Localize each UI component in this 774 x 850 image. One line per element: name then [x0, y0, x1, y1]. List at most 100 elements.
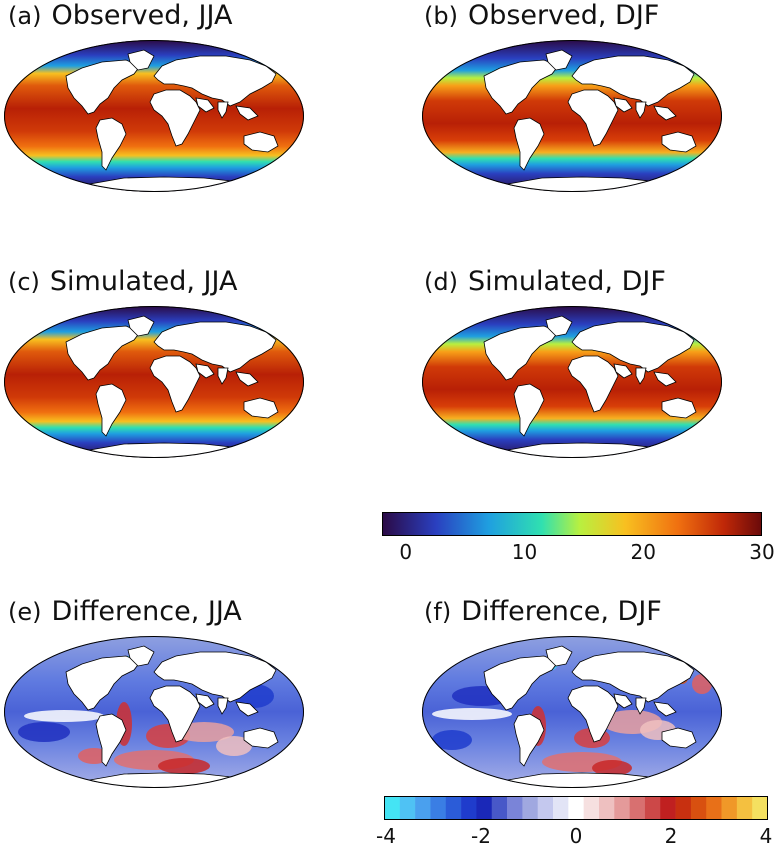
panel-title-text: Difference, DJF [461, 596, 662, 627]
diff-colorbar-segment [629, 796, 646, 820]
diff-colorbar-segment [491, 796, 508, 820]
diff-colorbar-border [384, 796, 768, 820]
land-north-america [65, 325, 141, 381]
land-greenland [545, 645, 573, 667]
diff-colorbar-segment [752, 796, 768, 820]
land-greenland [127, 645, 155, 667]
panel-title-text: Observed, DJF [467, 0, 660, 31]
diff-colorbar-segment [399, 796, 416, 820]
diff-colorbar-segment [598, 796, 615, 820]
panel-title-text: Observed, JJA [51, 0, 233, 31]
diff-colorbar-segment [721, 796, 738, 820]
panel-tag: (d) [424, 268, 458, 296]
land-north-america [483, 59, 559, 115]
diff-colorbar-segment [553, 796, 569, 820]
panel-tag: (c) [8, 268, 40, 296]
land-europe-asia [153, 55, 277, 107]
land-south-america [513, 117, 545, 171]
panel-tag: (f) [424, 598, 452, 626]
land-south-america [513, 713, 545, 767]
sst-tick-label: 10 [511, 540, 538, 564]
land-greenland [545, 49, 573, 71]
land-india [635, 697, 647, 715]
land-europe-asia [571, 651, 695, 703]
map-d [422, 306, 722, 458]
land-australia [243, 397, 279, 419]
land-india [217, 367, 229, 385]
panel-tag: (e) [8, 598, 42, 626]
diff-colorbar-segment [690, 796, 707, 820]
diff-colorbar-segment [507, 796, 523, 820]
land-south-america [95, 713, 127, 767]
land-australia [661, 397, 697, 419]
land-arabia [195, 363, 215, 379]
anomaly-patch [432, 708, 512, 720]
land-india [635, 101, 647, 119]
land-africa [567, 355, 619, 413]
anomaly-patch [432, 730, 472, 750]
panel-title-d: (d) Simulated, DJF [424, 266, 666, 297]
land-africa [567, 685, 619, 743]
land-australia [661, 727, 697, 749]
sst-colorbar [382, 512, 762, 536]
map-b [422, 40, 722, 192]
diff-colorbar-segment [614, 796, 630, 820]
map-a [4, 40, 304, 192]
map-c [4, 306, 304, 458]
land-africa [149, 89, 201, 147]
panel-title-text: Simulated, DJF [467, 266, 666, 297]
map-outline [422, 306, 722, 458]
panel-tag: (b) [424, 2, 458, 30]
diff-colorbar [384, 796, 768, 820]
land-arabia [195, 693, 215, 709]
panel-title-a: (a) Observed, JJA [8, 0, 232, 31]
land-europe-asia [571, 321, 695, 373]
land-africa [149, 355, 201, 413]
land-north-america [483, 655, 559, 711]
land-southeast-asia [235, 701, 259, 717]
diff-colorbar-segment [384, 796, 401, 820]
land-north-america [483, 325, 559, 381]
diff-colorbar-segment [461, 796, 477, 820]
panel-title-b: (b) Observed, DJF [424, 0, 659, 31]
diff-colorbar-segment [537, 796, 554, 820]
map-outline [422, 636, 722, 788]
land-australia [661, 131, 697, 153]
sst-tick-label: 20 [630, 540, 656, 564]
land-europe-asia [153, 321, 277, 373]
land-north-america [65, 655, 141, 711]
land-south-america [95, 117, 127, 171]
land-southeast-asia [235, 105, 259, 121]
land-africa [567, 89, 619, 147]
panel-title-text: Simulated, JJA [49, 266, 238, 297]
diff-colorbar-segment [706, 796, 722, 820]
anomaly-patch [158, 758, 210, 774]
land-southeast-asia [653, 371, 677, 387]
land-southeast-asia [235, 371, 259, 387]
land-greenland [545, 315, 573, 337]
diff-colorbar-segment [644, 796, 661, 820]
sst-colorbar-fill [382, 512, 762, 536]
diff-colorbar-segment [476, 796, 493, 820]
land-arabia [613, 97, 633, 113]
diff-tick-label: 0 [569, 824, 583, 848]
diff-tick-label: 4 [759, 824, 773, 848]
land-australia [243, 727, 279, 749]
land-india [635, 367, 647, 385]
anomaly-patch [216, 736, 252, 756]
map-e [4, 636, 304, 788]
land-europe-asia [571, 55, 695, 107]
map-outline [4, 636, 304, 788]
map-outline [4, 306, 304, 458]
diff-colorbar-segment [660, 796, 676, 820]
sst-tick-label: 0 [399, 540, 413, 564]
diff-colorbar-segment [430, 796, 447, 820]
land-australia [243, 131, 279, 153]
land-southeast-asia [653, 701, 677, 717]
diff-colorbar-segment [736, 796, 753, 820]
anomaly-patch [692, 674, 712, 694]
diff-tick-label: -2 [471, 824, 491, 848]
panel-tag: (a) [8, 2, 42, 30]
anomaly-patch [24, 710, 104, 722]
land-southeast-asia [653, 105, 677, 121]
